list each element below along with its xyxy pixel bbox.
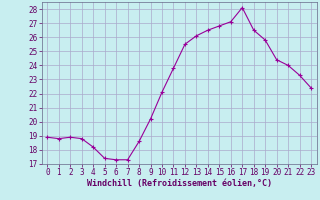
X-axis label: Windchill (Refroidissement éolien,°C): Windchill (Refroidissement éolien,°C) [87,179,272,188]
